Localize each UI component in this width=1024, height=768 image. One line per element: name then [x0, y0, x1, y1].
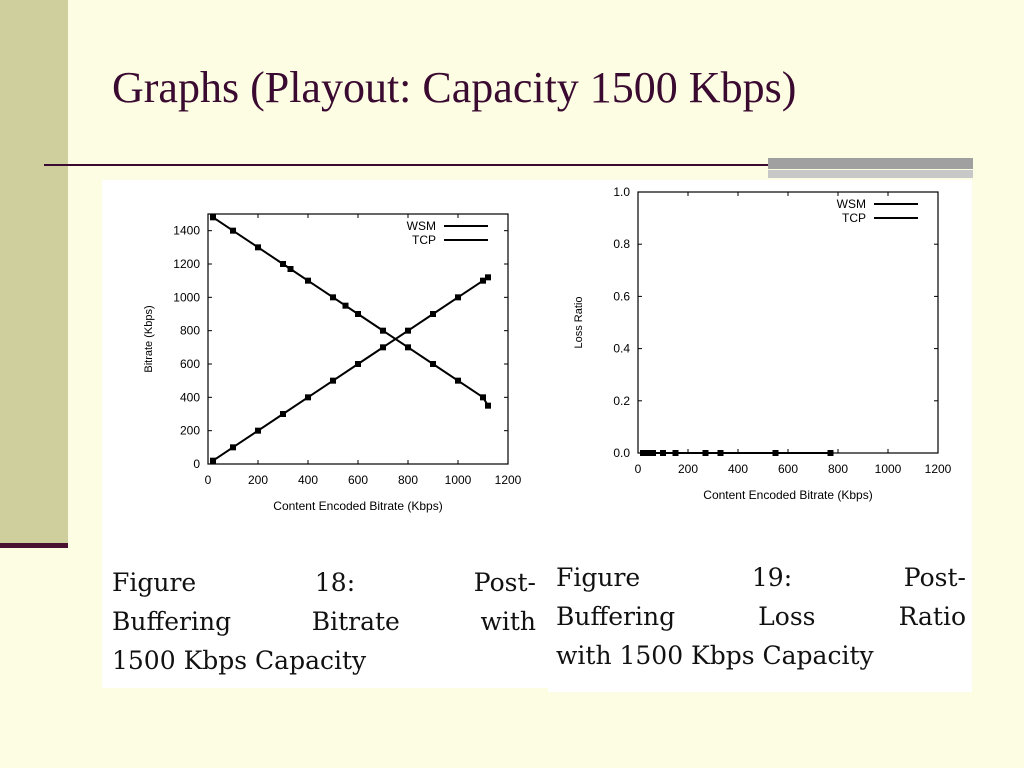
y-tick-label: 800 [180, 324, 200, 338]
data-point-tcp [480, 394, 486, 401]
figure-19-caption: Figure 19: Post- Buffering Loss Ratio wi… [556, 558, 966, 675]
series-line-tcp [212, 216, 489, 407]
y-tick-label: 1400 [173, 224, 200, 238]
data-point-wsm [230, 444, 236, 451]
y-tick-label: 0.6 [613, 289, 630, 303]
data-point-tcp [280, 261, 286, 267]
data-point-tcp [827, 450, 834, 456]
legend-label: TCP [842, 211, 866, 225]
x-tick-label: 0 [205, 473, 212, 487]
data-point-tcp [342, 302, 349, 309]
title-divider-block-light [768, 170, 973, 178]
caption-line: Figure 18: Post- [112, 568, 536, 597]
data-point-tcp [702, 450, 709, 456]
data-point-tcp [230, 227, 236, 234]
y-axis-label: Loss Ratio [573, 297, 585, 349]
data-point-tcp [485, 402, 491, 409]
y-tick-label: 1200 [173, 257, 200, 271]
figure-19-panel: 0 200 400 600 800 1000 1200 0.0 0.2 0.4 0.6 0.8 1.0 C… [548, 180, 972, 692]
title-divider [44, 164, 772, 166]
x-tick-label: 0 [635, 462, 642, 476]
data-point-wsm [430, 311, 436, 317]
data-point-wsm [210, 457, 216, 464]
figure-18-caption: Figure 18: Post- Buffering Bitrate with … [112, 563, 536, 680]
x-tick-label: 600 [778, 462, 798, 476]
x-tick-label: 1000 [445, 473, 472, 487]
caption-line: Buffering Loss Ratio [556, 602, 966, 631]
data-point-tcp [650, 450, 656, 456]
y-tick-label: 1000 [173, 290, 200, 304]
y-tick-label: 0.4 [613, 342, 630, 356]
data-point-tcp [640, 450, 646, 456]
caption-line: with 1500 Kbps Capacity [556, 641, 874, 670]
data-point-tcp [772, 450, 779, 456]
x-tick-label: 600 [348, 473, 368, 487]
y-tick-label: 200 [180, 424, 200, 438]
y-axis-label: Bitrate (Kbps) [143, 305, 155, 372]
data-point-tcp [717, 450, 724, 456]
data-point-wsm [305, 394, 311, 401]
data-point-tcp [430, 361, 436, 367]
x-tick-label: 1000 [875, 462, 902, 476]
plot-frame [637, 191, 939, 454]
data-point-wsm [255, 427, 261, 434]
data-point-wsm [405, 327, 411, 334]
data-point-tcp [355, 311, 361, 317]
data-point-wsm [455, 294, 461, 301]
sidebar-decoration [0, 0, 68, 545]
y-tick-label: 0 [193, 457, 200, 471]
x-tick-label: 800 [398, 473, 418, 487]
x-tick-label: 200 [248, 473, 268, 487]
data-point-tcp [455, 377, 461, 384]
y-tick-label: 0.2 [613, 394, 630, 408]
data-point-tcp [660, 450, 666, 456]
legend-label: TCP [412, 233, 436, 247]
caption-line: Figure 19: Post- [556, 563, 966, 592]
data-point-tcp [405, 344, 411, 351]
data-point-wsm [480, 277, 486, 284]
data-point-tcp [255, 244, 261, 251]
x-tick-label: 800 [828, 462, 848, 476]
x-tick-label: 1200 [925, 462, 952, 476]
y-tick-label: 0.8 [613, 237, 630, 251]
data-point-wsm [355, 361, 361, 367]
legend-label: WSM [407, 219, 436, 233]
x-tick-label: 1200 [495, 473, 522, 487]
series-line-wsm [212, 276, 489, 462]
x-axis-label: Content Encoded Bitrate (Kbps) [703, 488, 872, 502]
figure-18-panel: 0 200 400 600 800 1000 1200 0 200 400 600 800 1000 12… [102, 180, 548, 688]
data-point-wsm [485, 274, 491, 281]
slide-title: Graphs (Playout: Capacity 1500 Kbps) [112, 63, 797, 112]
loss-ratio-chart: 0 200 400 600 800 1000 1200 0.0 0.2 0.4 0.6 0.8 1.0 C… [573, 185, 952, 502]
y-tick-label: 1.0 [613, 185, 630, 199]
data-point-tcp [330, 294, 336, 301]
x-tick-label: 400 [728, 462, 748, 476]
data-point-wsm [280, 411, 286, 417]
y-tick-label: 0.0 [613, 446, 630, 460]
y-tick-label: 400 [180, 390, 200, 404]
caption-line: 1500 Kbps Capacity [112, 646, 367, 675]
bitrate-chart: 0 200 400 600 800 1000 1200 0 200 400 600 800 1000 12… [143, 213, 522, 513]
data-point-wsm [330, 377, 336, 384]
data-point-tcp [210, 214, 216, 221]
data-point-tcp [645, 450, 651, 456]
data-point-tcp [380, 327, 386, 334]
x-axis-label: Content Encoded Bitrate (Kbps) [273, 499, 442, 513]
sidebar-accent [0, 543, 68, 548]
data-point-tcp [672, 450, 679, 456]
x-tick-label: 400 [298, 473, 318, 487]
caption-line: Buffering Bitrate with [112, 607, 536, 636]
legend-label: WSM [837, 197, 866, 211]
data-point-wsm [380, 344, 386, 351]
title-divider-block [768, 158, 973, 169]
x-tick-label: 200 [678, 462, 698, 476]
plot-frame [207, 213, 509, 465]
data-point-tcp [305, 277, 311, 284]
data-point-tcp [287, 266, 294, 272]
y-tick-label: 600 [180, 357, 200, 371]
